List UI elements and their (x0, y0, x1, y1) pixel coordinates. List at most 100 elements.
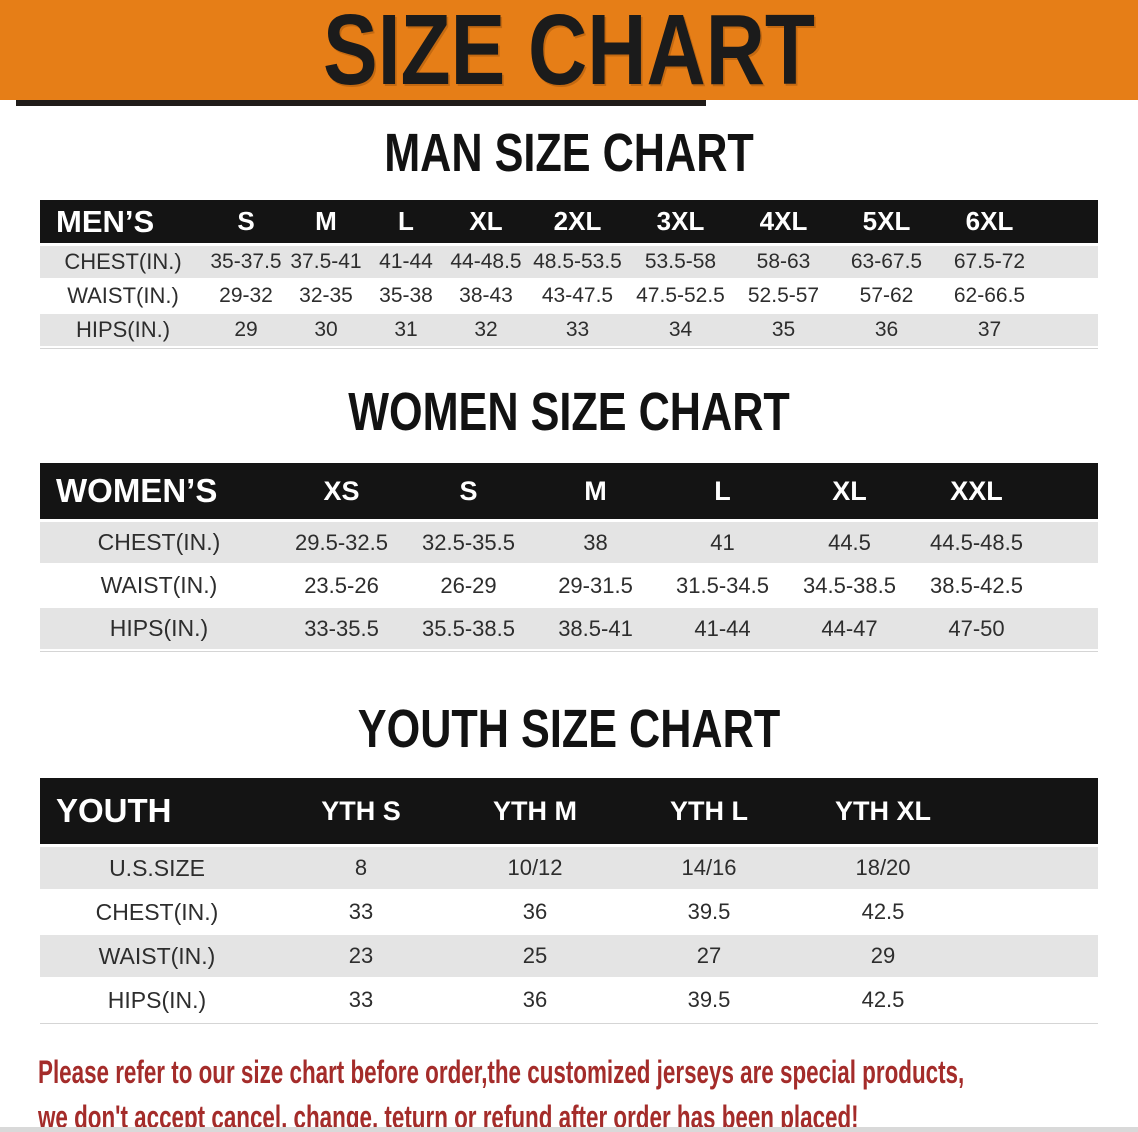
value-cell: 29-32 (206, 280, 286, 314)
filler-cell (970, 979, 1098, 1023)
value-cell: 62-66.5 (938, 280, 1041, 314)
value-cell: 33 (274, 979, 448, 1023)
size-header-cell: 3XL (629, 200, 732, 246)
size-header-cell: L (366, 200, 446, 246)
value-cell: 36 (835, 314, 938, 348)
banner-title: SIZE CHART (323, 0, 815, 106)
order-notice: Please refer to our size chart before or… (38, 1050, 1138, 1132)
filler-cell (1040, 608, 1098, 651)
filler-cell (970, 935, 1098, 979)
value-cell: 42.5 (796, 891, 970, 935)
table-title-cell: YOUTH (40, 778, 274, 847)
value-cell: 10/12 (448, 847, 622, 891)
value-cell: 42.5 (796, 979, 970, 1023)
value-cell: 35 (732, 314, 835, 348)
man-size-heading: MAN SIZE CHART (0, 126, 1138, 180)
size-header-cell: YTH S (274, 778, 448, 847)
value-cell: 31 (366, 314, 446, 348)
table-row: CHEST(IN.) 33 36 39.5 42.5 (40, 891, 1098, 935)
man-size-heading-text: MAN SIZE CHART (384, 123, 754, 183)
header-row: YOUTH YTH S YTH M YTH L YTH XL (40, 778, 1098, 847)
value-cell: 32.5-35.5 (405, 522, 532, 565)
notice-line-2: we don't accept cancel, change, teturn o… (38, 1099, 859, 1132)
size-header-cell: M (532, 463, 659, 522)
filler-cell (1040, 565, 1098, 608)
table-row: HIPS(IN.) 29 30 31 32 33 34 35 36 37 (40, 314, 1098, 348)
table-row: HIPS(IN.) 33-35.5 35.5-38.5 38.5-41 41-44 44-… (40, 608, 1098, 651)
size-header-cell: XXL (913, 463, 1040, 522)
value-cell: 33-35.5 (278, 608, 405, 651)
size-header-cell: XL (446, 200, 526, 246)
value-cell: 29.5-32.5 (278, 522, 405, 565)
value-cell: 29-31.5 (532, 565, 659, 608)
bottom-edge-strip (0, 1127, 1138, 1132)
value-cell: 23.5-26 (278, 565, 405, 608)
value-cell: 52.5-57 (732, 280, 835, 314)
value-cell: 47.5-52.5 (629, 280, 732, 314)
size-header-cell: 5XL (835, 200, 938, 246)
women-size-heading: WOMEN SIZE CHART (0, 385, 1138, 439)
table-row: CHEST(IN.) 35-37.5 37.5-41 41-44 44-48.5 48.5… (40, 246, 1098, 280)
value-cell: 41-44 (659, 608, 786, 651)
size-header-cell: XS (278, 463, 405, 522)
size-header-cell: L (659, 463, 786, 522)
filler-cell (1041, 280, 1098, 314)
size-header-cell: 2XL (526, 200, 629, 246)
size-header-cell: XL (786, 463, 913, 522)
filler-cell (1041, 246, 1098, 280)
value-cell: 29 (796, 935, 970, 979)
man-size-section: MAN SIZE CHART MEN’S S M L XL 2XL 3XL 4XL 5XL 6XL… (0, 126, 1138, 349)
value-cell: 38-43 (446, 280, 526, 314)
table-row: WAIST(IN.) 23.5-26 26-29 29-31.5 31.5-34.5 34… (40, 565, 1098, 608)
youth-size-table: YOUTH YTH S YTH M YTH L YTH XL U.S.SIZE 8 10/12… (40, 778, 1098, 1024)
value-cell: 38 (532, 522, 659, 565)
table-row: WAIST(IN.) 23 25 27 29 (40, 935, 1098, 979)
value-cell: 35-37.5 (206, 246, 286, 280)
row-label-cell: CHEST(IN.) (40, 246, 206, 280)
table-row: CHEST(IN.) 29.5-32.5 32.5-35.5 38 41 44.5 44.5… (40, 522, 1098, 565)
value-cell: 35.5-38.5 (405, 608, 532, 651)
notice-line-1: Please refer to our size chart before or… (38, 1054, 965, 1090)
value-cell: 48.5-53.5 (526, 246, 629, 280)
value-cell: 23 (274, 935, 448, 979)
youth-size-section: YOUTH SIZE CHART YOUTH YTH S YTH M YTH L YTH… (0, 702, 1138, 1024)
value-cell: 34 (629, 314, 732, 348)
value-cell: 41 (659, 522, 786, 565)
row-label-cell: HIPS(IN.) (40, 608, 278, 651)
value-cell: 31.5-34.5 (659, 565, 786, 608)
value-cell: 44.5 (786, 522, 913, 565)
value-cell: 34.5-38.5 (786, 565, 913, 608)
row-label-cell: CHEST(IN.) (40, 891, 274, 935)
value-cell: 38.5-42.5 (913, 565, 1040, 608)
row-label-cell: WAIST(IN.) (40, 935, 274, 979)
filler-cell (970, 778, 1098, 847)
value-cell: 53.5-58 (629, 246, 732, 280)
value-cell: 57-62 (835, 280, 938, 314)
banner-shadow (16, 100, 706, 106)
women-size-heading-text: WOMEN SIZE CHART (348, 382, 790, 442)
value-cell: 37.5-41 (286, 246, 366, 280)
header-row: WOMEN’S XS S M L XL XXL (40, 463, 1098, 522)
size-header-cell: YTH XL (796, 778, 970, 847)
filler-cell (970, 847, 1098, 891)
filler-cell (1041, 200, 1098, 246)
filler-cell (1041, 314, 1098, 348)
banner: SIZE CHART (0, 0, 1138, 100)
table-row: HIPS(IN.) 33 36 39.5 42.5 (40, 979, 1098, 1023)
value-cell: 67.5-72 (938, 246, 1041, 280)
value-cell: 43-47.5 (526, 280, 629, 314)
value-cell: 39.5 (622, 891, 796, 935)
row-label-cell: CHEST(IN.) (40, 522, 278, 565)
value-cell: 38.5-41 (532, 608, 659, 651)
size-header-cell: S (405, 463, 532, 522)
size-header-cell: 6XL (938, 200, 1041, 246)
filler-cell (1040, 522, 1098, 565)
value-cell: 36 (448, 979, 622, 1023)
value-cell: 18/20 (796, 847, 970, 891)
value-cell: 35-38 (366, 280, 446, 314)
size-header-cell: YTH M (448, 778, 622, 847)
women-size-section: WOMEN SIZE CHART WOMEN’S XS S M L XL XXL CHEST(… (0, 385, 1138, 652)
value-cell: 25 (448, 935, 622, 979)
value-cell: 14/16 (622, 847, 796, 891)
